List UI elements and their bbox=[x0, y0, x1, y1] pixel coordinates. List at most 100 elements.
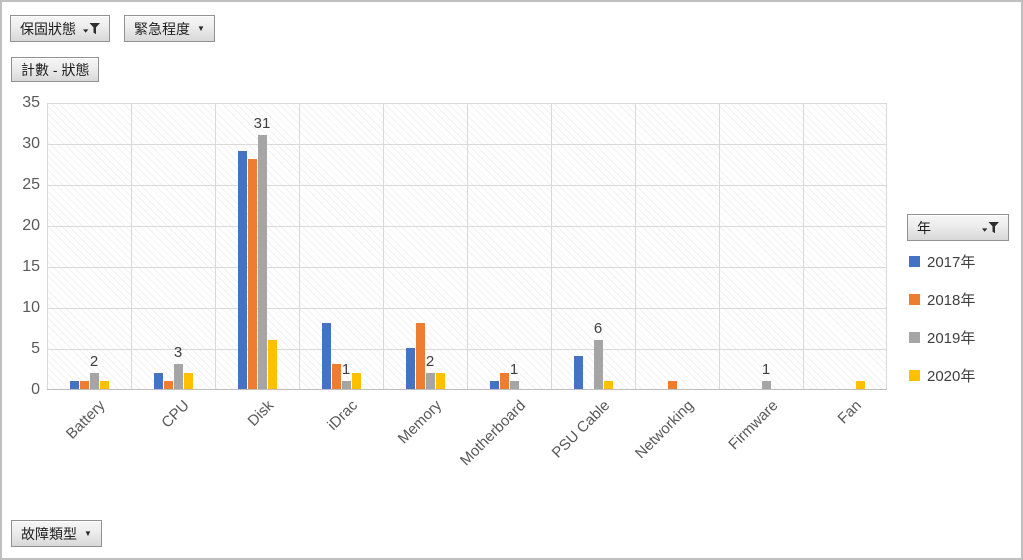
x-axis-category-label: Memory bbox=[394, 397, 446, 448]
vertical-gridline bbox=[383, 103, 384, 389]
vertical-gridline bbox=[551, 103, 552, 389]
bar-group-fan bbox=[803, 103, 887, 389]
x-axis-category-label: Firmware bbox=[724, 397, 782, 454]
y-axis-tick-label: 30 bbox=[22, 135, 40, 152]
bar bbox=[405, 348, 415, 389]
bar bbox=[331, 364, 341, 389]
vertical-gridline bbox=[886, 103, 887, 389]
urgency-filter-button[interactable]: 緊急程度 ▼ bbox=[124, 15, 215, 42]
bar bbox=[79, 381, 89, 389]
y-axis-tick-label: 35 bbox=[22, 94, 40, 111]
bar-group-psu-cable bbox=[551, 103, 635, 389]
legend-label: 2019年 bbox=[927, 330, 976, 347]
vertical-gridline bbox=[803, 103, 804, 389]
bar bbox=[163, 381, 173, 389]
bar bbox=[425, 373, 435, 389]
legend-item-2019: 2019年 bbox=[909, 326, 975, 349]
bar bbox=[257, 135, 267, 389]
data-label: 2 bbox=[89, 353, 99, 370]
bar-group-motherboard bbox=[467, 103, 551, 389]
bar bbox=[341, 381, 351, 389]
bar bbox=[99, 381, 109, 389]
y-axis-tick-label: 0 bbox=[31, 381, 40, 398]
bar bbox=[761, 381, 771, 389]
x-axis-category-label: PSU Cable bbox=[548, 397, 614, 462]
failure-type-axis-button[interactable]: 故障類型 ▼ bbox=[11, 520, 102, 547]
data-label: 1 bbox=[341, 361, 351, 378]
failure-type-axis-label: 故障類型 bbox=[21, 525, 77, 542]
legend-label: 2020年 bbox=[927, 368, 976, 385]
data-label: 1 bbox=[761, 361, 771, 378]
vertical-gridline bbox=[215, 103, 216, 389]
bar bbox=[489, 381, 499, 389]
vertical-gridline bbox=[467, 103, 468, 389]
year-filter-button[interactable]: 年 bbox=[907, 214, 1009, 241]
bar bbox=[89, 373, 99, 389]
y-axis-tick-label: 5 bbox=[31, 340, 40, 357]
vertical-gridline bbox=[131, 103, 132, 389]
bar bbox=[499, 373, 509, 389]
y-axis-tick-label: 10 bbox=[22, 299, 40, 316]
legend-item-2017: 2017年 bbox=[909, 250, 975, 273]
bar bbox=[267, 340, 277, 389]
legend-label: 2018年 bbox=[927, 292, 976, 309]
data-label: 3 bbox=[173, 344, 183, 361]
filter-funnel-icon bbox=[83, 22, 100, 34]
x-axis-category-label: Fan bbox=[834, 397, 866, 428]
x-axis-category-label: Networking bbox=[631, 397, 698, 463]
warranty-status-filter-label: 保固狀態 bbox=[20, 20, 76, 37]
x-axis-category-label: CPU bbox=[158, 397, 194, 432]
bar bbox=[855, 381, 865, 389]
data-label: 1 bbox=[509, 361, 519, 378]
bar bbox=[435, 373, 445, 389]
bar-group-battery bbox=[47, 103, 131, 389]
vertical-gridline bbox=[299, 103, 300, 389]
bar bbox=[173, 364, 183, 389]
vertical-gridline bbox=[47, 103, 48, 389]
x-axis-category-label: Disk bbox=[244, 397, 278, 430]
plot-area: 2 3 31 1 2 1 6 1 bbox=[47, 103, 887, 390]
year-filter-label: 年 bbox=[917, 219, 931, 236]
legend: 2017年 2018年 2019年 2020年 bbox=[909, 250, 975, 387]
legend-swatch-2017-icon bbox=[909, 256, 920, 267]
bar bbox=[69, 381, 79, 389]
x-axis-category-label: iDrac bbox=[324, 397, 362, 434]
x-axis-category-label: Motherboard bbox=[456, 397, 530, 470]
legend-item-2020: 2020年 bbox=[909, 364, 975, 387]
y-axis-tick-label: 25 bbox=[22, 176, 40, 193]
value-field-button[interactable]: 計數 - 狀態 bbox=[11, 57, 100, 82]
bar bbox=[593, 340, 603, 389]
bar-group-firmware bbox=[719, 103, 803, 389]
warranty-status-filter-button[interactable]: 保固狀態 bbox=[10, 15, 110, 42]
legend-item-2018: 2018年 bbox=[909, 288, 975, 311]
x-axis-category-label: Battery bbox=[63, 397, 110, 443]
bar bbox=[237, 151, 247, 389]
y-axis-tick-label: 20 bbox=[22, 217, 40, 234]
vertical-gridline bbox=[635, 103, 636, 389]
bar bbox=[603, 381, 613, 389]
bar-group-memory bbox=[383, 103, 467, 389]
bar-group-networking bbox=[635, 103, 719, 389]
legend-swatch-2019-icon bbox=[909, 332, 920, 343]
bar bbox=[667, 381, 677, 389]
bar bbox=[153, 373, 163, 389]
bar-group-cpu bbox=[131, 103, 215, 389]
bar-group-disk bbox=[215, 103, 299, 389]
bar bbox=[415, 323, 425, 389]
filter-funnel-icon bbox=[982, 221, 999, 233]
bar bbox=[321, 323, 331, 389]
chevron-down-icon: ▼ bbox=[197, 23, 205, 33]
urgency-filter-label: 緊急程度 bbox=[134, 20, 190, 37]
chevron-down-icon: ▼ bbox=[84, 528, 92, 538]
legend-swatch-2020-icon bbox=[909, 370, 920, 381]
bar bbox=[183, 373, 193, 389]
vertical-gridline bbox=[719, 103, 720, 389]
bar bbox=[509, 381, 519, 389]
bar bbox=[247, 159, 257, 389]
y-axis-tick-label: 15 bbox=[22, 258, 40, 275]
bar-group-idrac bbox=[299, 103, 383, 389]
data-label: 2 bbox=[425, 353, 435, 370]
bar bbox=[351, 373, 361, 389]
value-field-label: 計數 - 狀態 bbox=[21, 61, 90, 78]
